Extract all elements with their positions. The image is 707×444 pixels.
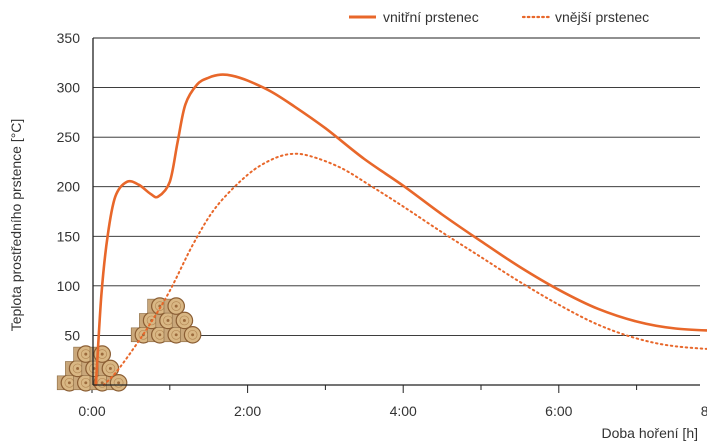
log-pile-icon bbox=[130, 297, 202, 344]
log-end bbox=[163, 297, 185, 315]
series-line-inner-ring bbox=[94, 73, 707, 387]
x-tick-label: 0:00 bbox=[78, 403, 105, 419]
y-tick-label: 100 bbox=[57, 278, 81, 294]
y-tick-label: 350 bbox=[57, 30, 81, 46]
grid-lines bbox=[93, 37, 700, 336]
x-axis-label: Doba hoření [h] bbox=[601, 425, 698, 441]
y-tick-label: 150 bbox=[57, 228, 81, 244]
log-end bbox=[180, 325, 202, 344]
y-tick-labels: 50 100 150 200 250 300 350 bbox=[57, 30, 81, 343]
y-tick-label: 50 bbox=[64, 327, 80, 343]
y-tick-label: 300 bbox=[57, 80, 81, 96]
x-tick-label: 6:00 bbox=[545, 403, 572, 419]
legend: vnitřní prstenec vnější prstenec bbox=[349, 9, 649, 25]
x-tick-marks bbox=[91, 385, 638, 393]
legend-label-inner-ring: vnitřní prstenec bbox=[383, 9, 479, 25]
legend-label-outer-ring: vnější prstenec bbox=[555, 9, 649, 25]
x-tick-label: 4:00 bbox=[390, 403, 417, 419]
y-tick-label: 200 bbox=[57, 179, 81, 195]
x-tick-label: 2:00 bbox=[234, 403, 261, 419]
y-axis-label: Teplota prostředního prstence [°C] bbox=[8, 119, 24, 332]
log-pile-icon bbox=[56, 345, 128, 392]
x-tick-labels: 0:00 2:00 4:00 6:00 8:00 bbox=[78, 403, 707, 419]
log-end bbox=[106, 373, 128, 392]
y-tick-label: 250 bbox=[57, 129, 81, 145]
series-layer bbox=[94, 73, 707, 387]
log-end bbox=[171, 311, 194, 330]
x-tick-label: 8:00 bbox=[701, 403, 707, 419]
series-line-outer-ring bbox=[102, 152, 707, 386]
